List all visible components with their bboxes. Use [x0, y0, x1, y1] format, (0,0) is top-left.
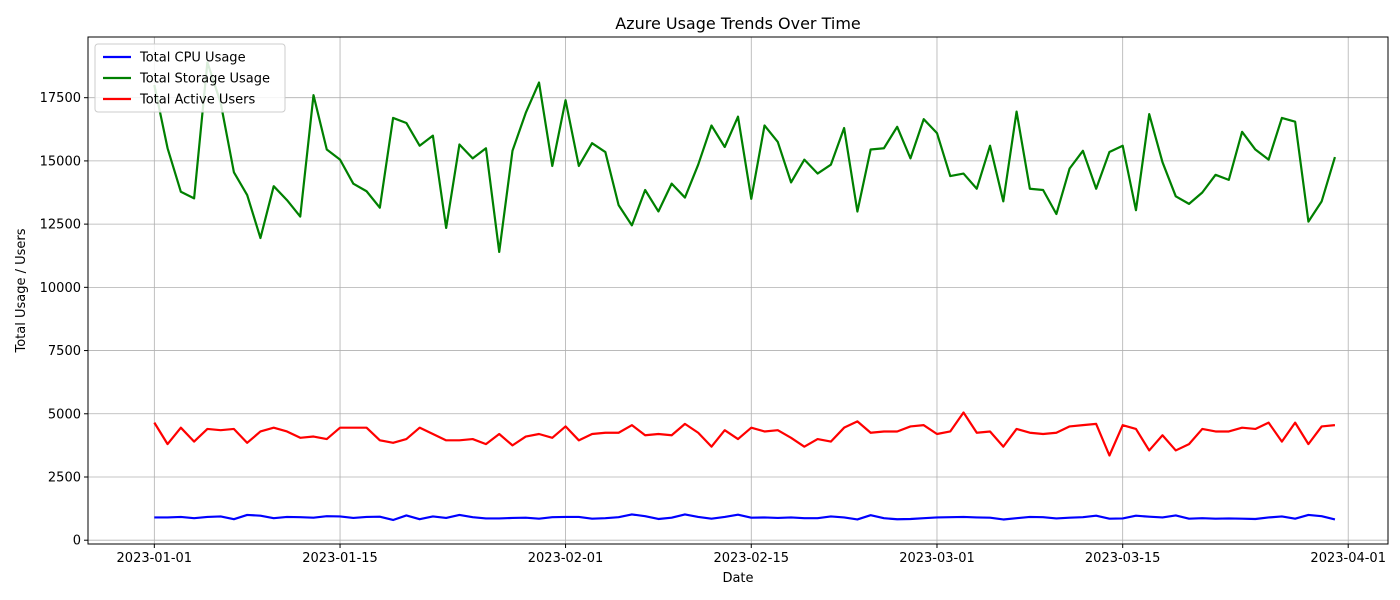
grid-lines [88, 37, 1388, 544]
x-tick-label: 2023-04-01 [1310, 551, 1386, 566]
y-tick-label: 10000 [40, 281, 81, 296]
legend-label: Total CPU Usage [139, 51, 246, 66]
legend-label: Total Storage Usage [139, 72, 270, 87]
x-axis-ticks: 2023-01-01 2023-01-15 2023-02-01 2023-02-15… [117, 544, 1386, 566]
x-axis-label: Date [722, 571, 753, 586]
y-tick-label: 17500 [40, 91, 81, 106]
y-tick-label: 5000 [48, 407, 81, 422]
x-tick-label: 2023-03-01 [899, 551, 975, 566]
y-axis-ticks: 0 2500 5000 7500 10000 12500 15000 17500 [40, 91, 88, 549]
series-lines [153, 61, 1336, 522]
plot-frame [87, 36, 1389, 545]
legend-label: Total Active Users [139, 93, 255, 108]
y-tick-label: 7500 [48, 344, 81, 359]
series-line-3 [153, 411, 1336, 457]
y-tick-label: 12500 [40, 218, 81, 233]
y-axis-label: Total Usage / Users [14, 228, 29, 353]
x-tick-label: 2023-02-15 [713, 551, 789, 566]
series-line-2 [153, 61, 1336, 254]
y-tick-label: 0 [73, 534, 81, 549]
series-line-1 [154, 513, 1336, 522]
x-tick-label: 2023-03-15 [1085, 551, 1161, 566]
x-tick-label: 2023-01-15 [302, 551, 378, 566]
legend-box [94, 43, 286, 113]
chart-title: Azure Usage Trends Over Time [615, 14, 861, 33]
x-tick-label: 2023-02-01 [528, 551, 604, 566]
legend: Total CPU Usage Total Storage Usage Total … [94, 43, 286, 113]
x-tick-label: 2023-01-01 [117, 551, 193, 566]
y-tick-label: 2500 [48, 470, 81, 485]
y-tick-label: 15000 [40, 154, 81, 169]
